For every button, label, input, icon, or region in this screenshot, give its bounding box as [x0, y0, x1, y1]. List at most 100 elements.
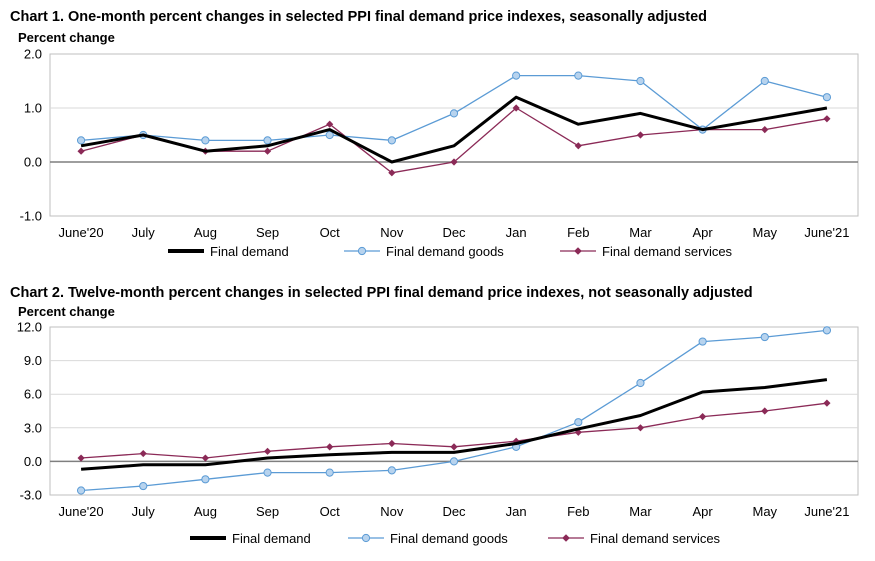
x-tick-label: Sep	[256, 504, 279, 519]
x-tick-label: May	[752, 225, 777, 240]
legend-marker-final-demand-services	[574, 247, 582, 255]
chart-2-legend: Final demand Final demand goods Final de…	[190, 531, 721, 546]
data-point-final-demand-services	[263, 147, 272, 155]
x-tick-label: Jan	[506, 225, 527, 240]
data-point-final-demand-goods	[201, 136, 210, 145]
chart-1-plot-area	[49, 53, 859, 217]
chart-2-y-axis: -3.0 0.0 3.0 6.0 9.0 12.0	[17, 320, 42, 503]
data-point-final-demand-services	[823, 399, 831, 407]
data-point-final-demand-goods	[698, 337, 707, 346]
legend-label-final-demand: Final demand	[210, 244, 289, 259]
x-tick-label: Aug	[194, 504, 217, 519]
data-point-final-demand-goods	[139, 481, 148, 491]
chart-2: Chart 2. Twelve-month percent changes in…	[10, 285, 859, 546]
data-point-final-demand-services	[761, 407, 769, 415]
data-point-final-demand-goods	[76, 136, 86, 145]
data-point-final-demand-services	[761, 126, 769, 134]
y-tick-label: 1.0	[24, 101, 42, 116]
data-point-final-demand-goods	[263, 136, 272, 145]
data-point-final-demand-goods	[512, 71, 521, 80]
chart-2-title: Chart 2. Twelve-month percent changes in…	[10, 285, 753, 301]
chart-1-ylabel: Percent change	[18, 30, 115, 45]
x-tick-label: Feb	[567, 225, 589, 240]
data-point-final-demand-goods	[387, 466, 396, 475]
chart-1-series	[76, 71, 832, 177]
x-tick-label: May	[752, 504, 777, 519]
series-line-final-demand-goods	[81, 329, 827, 492]
data-point-final-demand-services	[388, 169, 396, 177]
y-tick-label: -3.0	[20, 488, 42, 503]
x-tick-label: Sep	[256, 225, 279, 240]
x-tick-label: June'21	[804, 504, 849, 519]
data-point-final-demand-goods	[325, 468, 334, 477]
x-tick-label: Oct	[320, 225, 341, 240]
y-tick-label: 12.0	[17, 320, 42, 335]
data-point-final-demand-services	[636, 424, 645, 432]
chart-1-y-axis: -1.0 0.0 1.0 2.0	[20, 47, 42, 224]
y-tick-label: 6.0	[24, 387, 42, 402]
y-tick-label: 2.0	[24, 47, 42, 62]
chart-1: Chart 1. One-month percent changes in se…	[10, 9, 859, 259]
legend-label-final-demand: Final demand	[232, 531, 311, 546]
data-point-final-demand-goods	[574, 418, 583, 427]
y-tick-label: 3.0	[24, 420, 42, 435]
y-tick-label: -1.0	[20, 209, 42, 224]
x-tick-label: June'20	[59, 225, 104, 240]
chart-2-ylabel: Percent change	[18, 304, 115, 319]
data-point-final-demand-services	[201, 454, 209, 462]
x-tick-label: Nov	[380, 504, 404, 519]
data-point-final-demand-services	[326, 443, 334, 451]
data-point-final-demand-services	[699, 413, 707, 421]
data-point-final-demand-goods	[449, 109, 459, 118]
data-point-final-demand-goods	[201, 475, 210, 484]
data-point-final-demand-goods	[263, 468, 272, 477]
x-tick-label: Jan	[506, 504, 527, 519]
data-point-final-demand-goods	[636, 378, 645, 388]
data-point-final-demand-services	[139, 449, 147, 458]
legend-label-final-demand-services: Final demand services	[590, 531, 721, 546]
x-tick-label: Mar	[629, 225, 652, 240]
x-tick-label: June'20	[59, 504, 104, 519]
x-tick-label: July	[132, 504, 156, 519]
data-point-final-demand-services	[263, 447, 272, 455]
x-tick-label: Apr	[692, 504, 713, 519]
data-point-final-demand-services	[388, 439, 396, 448]
legend-marker-final-demand-services	[562, 534, 570, 542]
series-line-final-demand	[80, 95, 828, 164]
x-tick-label: July	[132, 225, 156, 240]
data-point-final-demand-goods	[76, 486, 86, 495]
data-point-final-demand-goods	[449, 457, 459, 466]
data-point-final-demand-services	[823, 115, 831, 123]
data-point-final-demand-goods	[822, 93, 832, 102]
x-tick-label: Apr	[692, 225, 713, 240]
chart-1-x-axis: June'20 July Aug Sep Oct Nov Dec Jan Feb Mar Apr Ma…	[59, 225, 850, 240]
x-tick-label: Nov	[380, 225, 404, 240]
legend-marker-final-demand-goods	[357, 246, 367, 256]
data-point-final-demand-services	[574, 142, 582, 150]
x-tick-label: Oct	[320, 504, 341, 519]
data-point-final-demand-services	[512, 437, 520, 445]
data-point-final-demand-goods	[574, 71, 583, 80]
chart-1-title: Chart 1. One-month percent changes in se…	[10, 9, 707, 25]
legend-label-final-demand-goods: Final demand goods	[386, 244, 504, 259]
y-tick-label: 9.0	[24, 353, 42, 368]
data-point-final-demand-services	[574, 428, 582, 436]
x-tick-label: Dec	[442, 225, 466, 240]
data-point-final-demand-goods	[387, 136, 396, 145]
data-point-final-demand-services	[77, 147, 85, 155]
chart-1-legend: Final demand Final demand goods Final de…	[168, 244, 733, 259]
legend-label-final-demand-services: Final demand services	[602, 244, 733, 259]
x-tick-label: Aug	[194, 225, 217, 240]
data-point-final-demand-goods	[636, 76, 645, 86]
legend-marker-final-demand-goods	[361, 533, 371, 543]
data-point-final-demand-goods	[325, 130, 334, 140]
data-point-final-demand-goods	[760, 76, 769, 86]
chart-2-x-axis: June'20 July Aug Sep Oct Nov Dec Jan Feb Mar Apr Ma…	[59, 504, 850, 519]
x-tick-label: Mar	[629, 504, 652, 519]
x-tick-label: Feb	[567, 504, 589, 519]
x-tick-label: Dec	[442, 504, 466, 519]
y-tick-label: 0.0	[24, 454, 42, 469]
data-point-final-demand-services	[636, 131, 645, 139]
chart-2-plot-area	[49, 326, 859, 496]
